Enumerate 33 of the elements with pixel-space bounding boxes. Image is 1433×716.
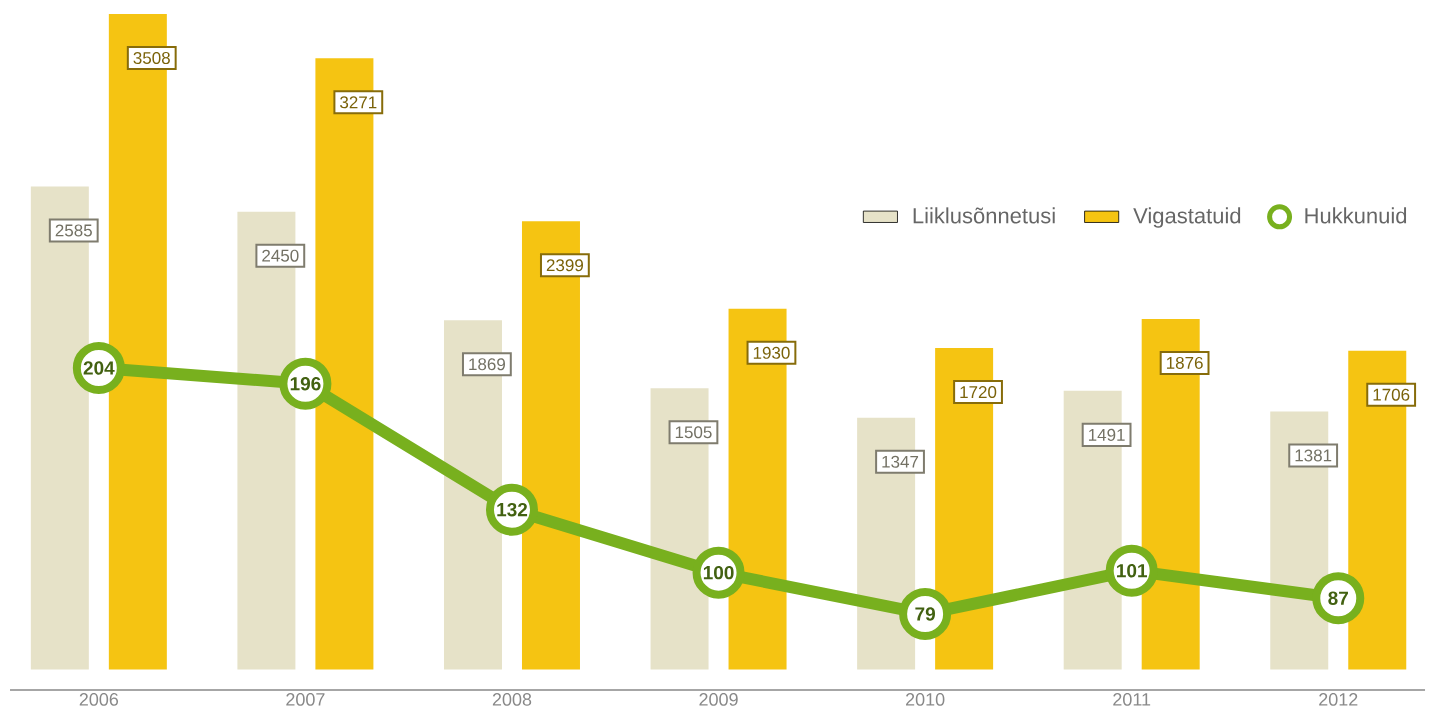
point [899,587,952,640]
data-label: 1491 [1088,428,1125,441]
data-label: 1930 [753,346,790,359]
x-tick-label: 2011 [1113,693,1151,706]
data-label: 1381 [1295,449,1332,462]
data-label: 1869 [469,358,505,371]
x-tick-label: 2007 [286,693,325,706]
data-label: 87 [1328,591,1348,605]
data-label: 3271 [340,96,377,109]
data-label: 2399 [546,259,583,272]
x-tick-label: 2012 [1319,693,1358,706]
data-label: 1720 [960,386,997,399]
data-label: 1505 [675,426,712,439]
data-label: 2585 [55,224,92,237]
point [1312,572,1365,625]
data-label: 204 [83,361,115,375]
x-tick-label: 2009 [699,693,738,706]
data-label: 3508 [133,52,170,65]
data-label: 79 [915,607,935,621]
data-label: 100 [703,565,734,580]
legend-label: Liiklusõnnetusi [913,207,1055,224]
x-tick-label: 2006 [79,693,119,706]
legend-label: Vigastatuid [1133,207,1241,228]
data-label: 1706 [1373,388,1410,401]
x-tick-label: 2010 [906,693,945,706]
data-label: 132 [497,502,528,517]
data-label: 2450 [262,249,299,262]
x-tick-label: 2008 [492,693,532,706]
data-label: 1347 [882,455,919,468]
legend-label: Hukkunuid [1305,207,1407,224]
data-label: 196 [290,376,321,391]
data-label: 101 [1117,563,1147,578]
data-label: 1876 [1166,356,1203,369]
